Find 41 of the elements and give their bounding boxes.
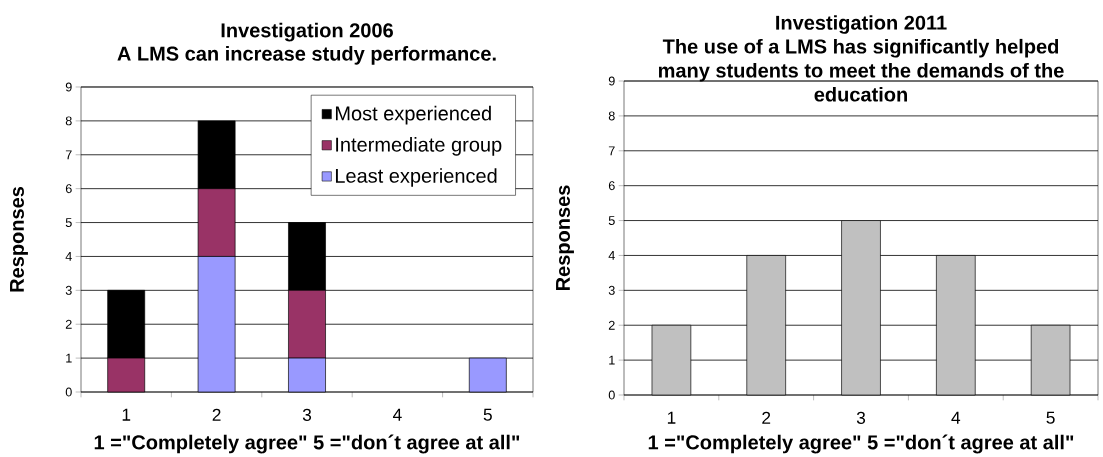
legend-label: Most experienced — [335, 105, 491, 125]
x-tick-label: 1 — [122, 408, 131, 421]
y-tick-label: 2 — [65, 319, 72, 329]
y-tick-label: 3 — [65, 285, 72, 295]
y-tick-label: 3 — [608, 285, 615, 295]
y-tick-label: 6 — [608, 181, 615, 191]
x-tick-label: 5 — [483, 408, 492, 421]
y-tick-label: 5 — [608, 216, 615, 225]
y-axis-title: Responses — [556, 185, 574, 291]
legend-label: Intermediate group — [336, 137, 502, 156]
chart-title: Investigation 2011 — [776, 15, 947, 34]
y-tick-label: 4 — [608, 251, 615, 260]
y-tick-label: 8 — [608, 111, 615, 121]
y-tick-label: 1 — [66, 353, 72, 363]
x-tick-label: 2 — [762, 411, 771, 424]
y-tick-label: 0 — [608, 390, 615, 400]
y-tick-label: 4 — [65, 252, 72, 261]
x-tick-label: 1 — [667, 411, 676, 424]
chart-subtitle: A LMS can increase study performance. — [117, 46, 496, 65]
y-tick-label: 2 — [608, 320, 615, 330]
y-tick-label: 6 — [65, 184, 72, 194]
y-axis-title: Responses — [10, 186, 28, 292]
x-axis-title: 1 ="Completely agree" 5 ="don´t agree at all" — [94, 434, 520, 454]
chart-title: Investigation 2006 — [221, 22, 393, 42]
y-tick-label: 9 — [608, 76, 615, 86]
x-tick-label: 4 — [392, 408, 402, 421]
x-tick-label: 3 — [302, 408, 312, 421]
y-tick-label: 5 — [65, 218, 72, 227]
chart-subtitle: The use of a LMS has significantly helped many students to meet the demands of the education — [658, 38, 1064, 102]
x-tick-label: 4 — [951, 411, 961, 424]
x-tick-label: 2 — [212, 408, 221, 421]
y-tick-label: 1 — [609, 355, 615, 365]
y-tick-label: 9 — [65, 82, 72, 92]
x-tick-label: 5 — [1046, 411, 1055, 424]
x-axis-title: 1 ="Completely agree" 5 ="don´t agree at all" — [648, 434, 1074, 454]
x-tick-label: 3 — [856, 411, 866, 424]
y-tick-label: 8 — [65, 116, 72, 126]
y-tick-label: 0 — [65, 387, 72, 397]
y-tick-label: 7 — [608, 146, 615, 156]
y-tick-label: 7 — [65, 150, 72, 160]
legend-label: Least experienced — [335, 168, 497, 187]
